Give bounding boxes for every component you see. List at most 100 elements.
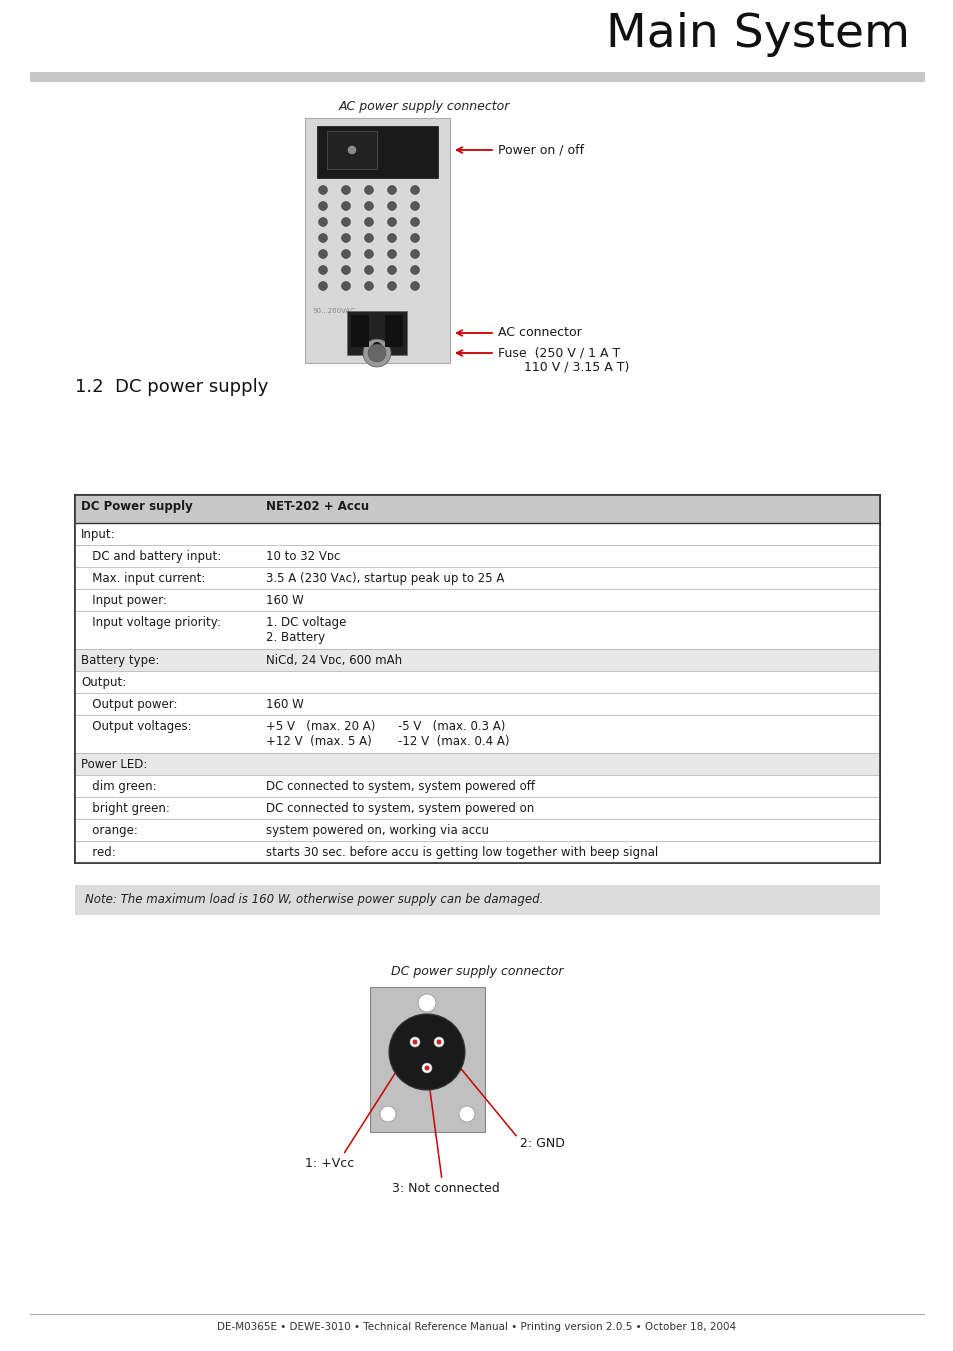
Bar bbox=[75, 648, 879, 671]
Bar bbox=[75, 671, 879, 693]
Circle shape bbox=[410, 1038, 419, 1047]
Text: 10 to 32 Vᴅᴄ: 10 to 32 Vᴅᴄ bbox=[266, 550, 340, 563]
Circle shape bbox=[458, 1106, 475, 1121]
Circle shape bbox=[410, 185, 419, 195]
Bar bbox=[75, 544, 879, 567]
Bar bbox=[75, 753, 879, 775]
Circle shape bbox=[318, 234, 327, 242]
Bar bbox=[75, 775, 879, 797]
Text: NiCd, 24 Vᴅᴄ, 600 mAh: NiCd, 24 Vᴅᴄ, 600 mAh bbox=[266, 654, 402, 667]
Text: 160 W: 160 W bbox=[266, 698, 303, 711]
Text: 1. DC voltage
2. Battery: 1. DC voltage 2. Battery bbox=[266, 616, 346, 644]
Bar bbox=[75, 715, 879, 753]
Text: 1.2  DC power supply: 1.2 DC power supply bbox=[75, 378, 268, 396]
Circle shape bbox=[434, 1038, 443, 1047]
Text: Battery type:: Battery type: bbox=[81, 654, 159, 667]
Text: 160 W: 160 W bbox=[266, 594, 303, 607]
Circle shape bbox=[364, 201, 374, 211]
Text: orange:: orange: bbox=[81, 824, 138, 838]
Circle shape bbox=[341, 201, 350, 211]
Circle shape bbox=[341, 234, 350, 242]
Text: Main System: Main System bbox=[605, 12, 909, 57]
Circle shape bbox=[410, 234, 419, 242]
Circle shape bbox=[410, 201, 419, 211]
Circle shape bbox=[421, 1063, 432, 1073]
Circle shape bbox=[410, 266, 419, 274]
Text: system powered on, working via accu: system powered on, working via accu bbox=[266, 824, 489, 838]
Bar bbox=[75, 693, 879, 715]
Text: Power LED:: Power LED: bbox=[81, 758, 147, 771]
Circle shape bbox=[364, 234, 374, 242]
Bar bbox=[75, 494, 879, 523]
Circle shape bbox=[318, 185, 327, 195]
Bar bbox=[370, 988, 484, 1132]
Circle shape bbox=[318, 250, 327, 258]
Text: 3.5 A (230 Vᴀᴄ), startup peak up to 25 A: 3.5 A (230 Vᴀᴄ), startup peak up to 25 A bbox=[266, 571, 504, 585]
Bar bbox=[347, 311, 407, 355]
Circle shape bbox=[387, 185, 396, 195]
Circle shape bbox=[410, 218, 419, 227]
Circle shape bbox=[364, 266, 374, 274]
Circle shape bbox=[341, 218, 350, 227]
Circle shape bbox=[364, 281, 374, 290]
Text: 90...260VAC: 90...260VAC bbox=[313, 308, 355, 313]
Circle shape bbox=[387, 250, 396, 258]
Bar bbox=[75, 567, 879, 589]
Circle shape bbox=[318, 266, 327, 274]
Bar bbox=[75, 611, 879, 648]
Circle shape bbox=[364, 250, 374, 258]
Text: 1: +Vcc: 1: +Vcc bbox=[305, 1156, 354, 1170]
Bar bbox=[75, 494, 879, 863]
Circle shape bbox=[387, 234, 396, 242]
Text: Output voltages:: Output voltages: bbox=[81, 720, 192, 734]
Circle shape bbox=[410, 281, 419, 290]
Text: DE-M0365E • DEWE-3010 • Technical Reference Manual • Printing version 2.0.5 • Oc: DE-M0365E • DEWE-3010 • Technical Refere… bbox=[217, 1323, 736, 1332]
Bar bbox=[385, 315, 402, 347]
Circle shape bbox=[341, 185, 350, 195]
Text: Output:: Output: bbox=[81, 676, 126, 689]
Text: dim green:: dim green: bbox=[81, 780, 156, 793]
Text: Input:: Input: bbox=[81, 528, 115, 540]
Text: DC connected to system, system powered off: DC connected to system, system powered o… bbox=[266, 780, 535, 793]
Circle shape bbox=[410, 250, 419, 258]
Bar bbox=[351, 315, 369, 347]
Circle shape bbox=[370, 1124, 377, 1132]
Bar bbox=[75, 589, 879, 611]
Circle shape bbox=[387, 266, 396, 274]
Bar bbox=[327, 131, 376, 169]
Text: Output power:: Output power: bbox=[81, 698, 177, 711]
Text: NET-202 + Accu: NET-202 + Accu bbox=[266, 500, 369, 513]
Circle shape bbox=[318, 281, 327, 290]
Circle shape bbox=[387, 201, 396, 211]
Text: Input power:: Input power: bbox=[81, 594, 167, 607]
Text: Power on / off: Power on / off bbox=[497, 143, 583, 157]
Text: Input voltage priority:: Input voltage priority: bbox=[81, 616, 221, 630]
Circle shape bbox=[318, 201, 327, 211]
Text: 110 V / 3.15 A T): 110 V / 3.15 A T) bbox=[523, 361, 629, 374]
Bar bbox=[75, 885, 879, 915]
Circle shape bbox=[364, 185, 374, 195]
Text: Max. input current:: Max. input current: bbox=[81, 571, 205, 585]
Bar bbox=[75, 797, 879, 819]
Circle shape bbox=[379, 1106, 395, 1121]
Circle shape bbox=[370, 988, 377, 994]
Circle shape bbox=[387, 218, 396, 227]
Text: Fuse  (250 V / 1 A T: Fuse (250 V / 1 A T bbox=[497, 347, 619, 359]
Circle shape bbox=[387, 281, 396, 290]
Text: bright green:: bright green: bbox=[81, 802, 170, 815]
Bar bbox=[316, 126, 437, 178]
Text: DC connected to system, system powered on: DC connected to system, system powered o… bbox=[266, 802, 534, 815]
Circle shape bbox=[364, 218, 374, 227]
Circle shape bbox=[348, 146, 355, 154]
Circle shape bbox=[417, 994, 436, 1012]
Circle shape bbox=[341, 266, 350, 274]
Text: +5 V   (max. 20 A)      -5 V   (max. 0.3 A)
+12 V  (max. 5 A)       -12 V  (max.: +5 V (max. 20 A) -5 V (max. 0.3 A) +12 V… bbox=[266, 720, 509, 748]
Circle shape bbox=[424, 1066, 429, 1070]
Text: DC Power supply: DC Power supply bbox=[81, 500, 193, 513]
Circle shape bbox=[476, 988, 484, 994]
Text: Note: The maximum load is 160 W, otherwise power supply can be damaged.: Note: The maximum load is 160 W, otherwi… bbox=[85, 893, 543, 907]
Bar bbox=[75, 842, 879, 863]
Circle shape bbox=[341, 281, 350, 290]
Circle shape bbox=[436, 1039, 441, 1044]
Circle shape bbox=[341, 250, 350, 258]
